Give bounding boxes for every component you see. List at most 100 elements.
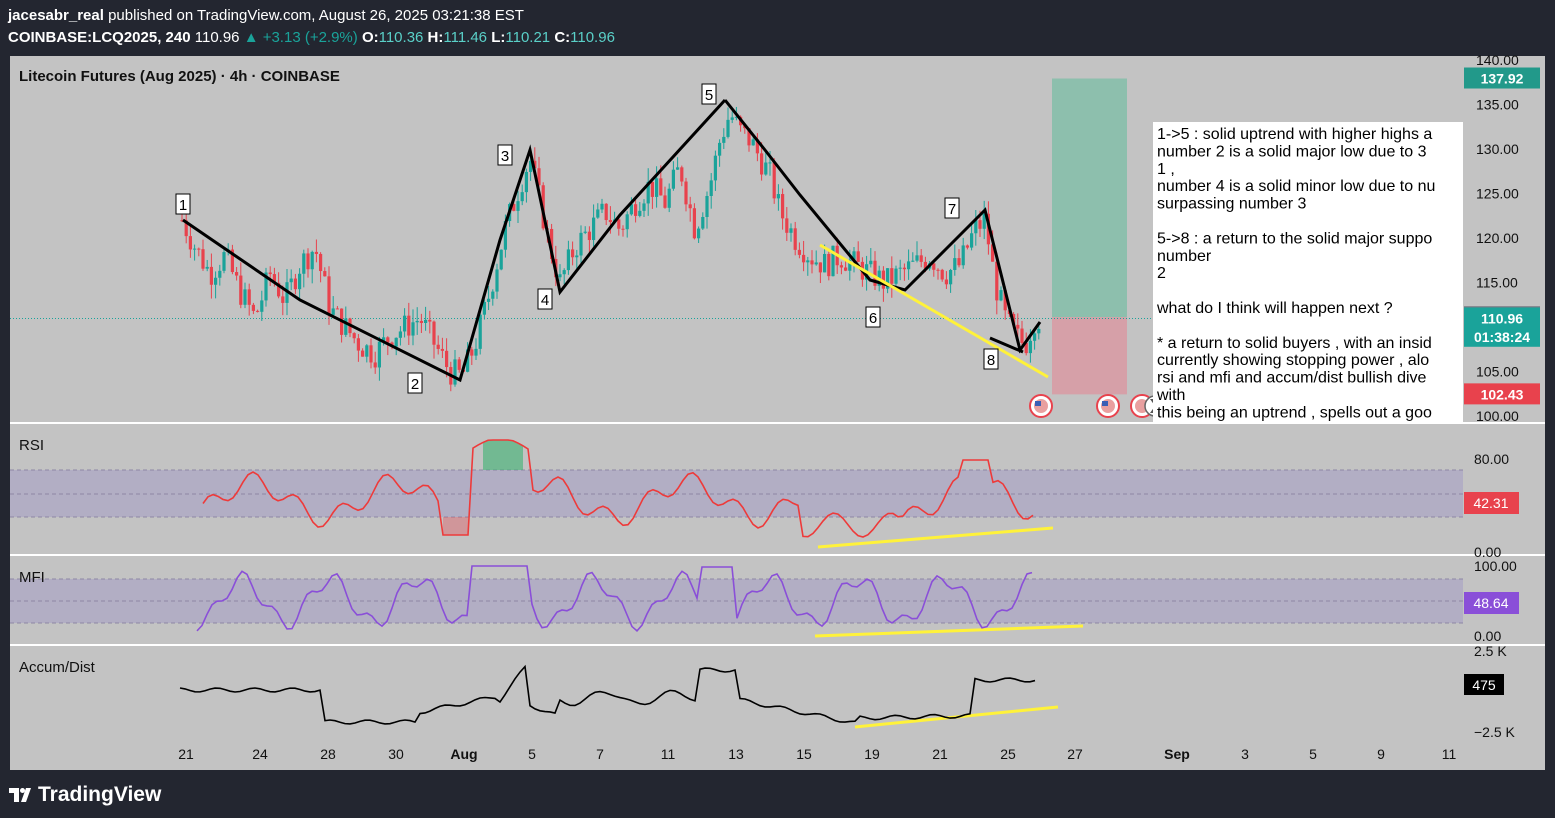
candle-body[interactable] — [961, 245, 965, 266]
candle-body[interactable] — [823, 253, 827, 273]
rsi-line[interactable] — [202, 439, 1034, 538]
candle-body[interactable] — [890, 268, 894, 284]
candle-body[interactable] — [789, 228, 793, 233]
candle-body[interactable] — [533, 160, 537, 169]
candle-body[interactable] — [314, 251, 318, 254]
candle-body[interactable] — [440, 348, 444, 351]
note-box[interactable] — [1153, 122, 1463, 422]
candle-body[interactable] — [205, 266, 209, 269]
candle-body[interactable] — [302, 253, 306, 274]
candle-body[interactable] — [953, 258, 957, 270]
candle-body[interactable] — [902, 267, 906, 270]
candle-body[interactable] — [734, 116, 738, 118]
candle-body[interactable] — [503, 221, 507, 250]
candle-body[interactable] — [180, 220, 184, 222]
candle-body[interactable] — [793, 228, 797, 250]
candle-body[interactable] — [193, 248, 197, 250]
candle-body[interactable] — [361, 350, 365, 357]
candle-body[interactable] — [965, 245, 969, 248]
candle-body[interactable] — [814, 262, 818, 265]
candle-body[interactable] — [936, 269, 940, 271]
candle-body[interactable] — [197, 248, 201, 250]
candle-body[interactable] — [671, 169, 675, 189]
candle-body[interactable] — [356, 338, 360, 351]
candle-body[interactable] — [272, 274, 276, 283]
candle-body[interactable] — [949, 269, 953, 285]
candle-body[interactable] — [571, 249, 575, 258]
candle-body[interactable] — [562, 270, 566, 275]
price-axis-bg[interactable] — [1463, 56, 1545, 422]
candle-body[interactable] — [919, 255, 923, 262]
candle-body[interactable] — [298, 273, 302, 290]
candle-body[interactable] — [1033, 333, 1037, 341]
wave-line-5-8[interactable] — [723, 99, 1042, 354]
candle-body[interactable] — [991, 244, 995, 262]
candle-body[interactable] — [684, 181, 688, 205]
candle-body[interactable] — [264, 272, 268, 301]
ad-panel-bg[interactable] — [10, 646, 1545, 734]
candle-body[interactable] — [718, 142, 722, 156]
candle-body[interactable] — [281, 296, 285, 303]
candle-body[interactable] — [676, 167, 680, 170]
candle-body[interactable] — [982, 213, 986, 229]
candle-body[interactable] — [239, 275, 243, 305]
candle-body[interactable] — [852, 251, 856, 260]
candle-body[interactable] — [772, 162, 776, 199]
symbol-name[interactable]: COINBASE:LCQ2025, 240 — [8, 29, 191, 46]
candle-body[interactable] — [617, 219, 621, 229]
candle-body[interactable] — [709, 180, 713, 196]
candle-body[interactable] — [940, 269, 944, 280]
candle-body[interactable] — [277, 282, 281, 297]
candle-body[interactable] — [839, 265, 843, 268]
long-position-target-zone[interactable] — [1052, 78, 1127, 318]
candle-body[interactable] — [394, 337, 398, 347]
candle-body[interactable] — [445, 350, 449, 368]
candle-body[interactable] — [776, 194, 780, 199]
candle-body[interactable] — [932, 263, 936, 270]
candle-body[interactable] — [608, 220, 612, 223]
candle-body[interactable] — [403, 315, 407, 332]
candle-body[interactable] — [844, 267, 848, 271]
tradingview-brand[interactable]: TradingView — [8, 783, 161, 807]
candle-body[interactable] — [214, 277, 218, 285]
candle-body[interactable] — [1016, 324, 1020, 329]
candle-body[interactable] — [407, 315, 411, 336]
candle-body[interactable] — [886, 268, 890, 289]
candle-body[interactable] — [755, 139, 759, 154]
candle-body[interactable] — [827, 253, 831, 277]
time-axis-bg[interactable] — [10, 734, 1545, 770]
candle-body[interactable] — [797, 249, 801, 255]
candle-body[interactable] — [373, 362, 377, 368]
candle-body[interactable] — [377, 341, 381, 368]
candle-body[interactable] — [386, 337, 390, 343]
long-position-stop-zone[interactable] — [1052, 317, 1127, 395]
candle-body[interactable] — [915, 255, 919, 261]
candle-body[interactable] — [453, 359, 457, 385]
candle-body[interactable] — [596, 209, 600, 218]
candle-body[interactable] — [222, 252, 226, 271]
candle-body[interactable] — [306, 253, 310, 270]
candle-body[interactable] — [781, 194, 785, 219]
candle-body[interactable] — [335, 308, 339, 310]
candle-body[interactable] — [323, 271, 327, 277]
candle-body[interactable] — [512, 204, 516, 211]
candle-body[interactable] — [621, 228, 625, 230]
candle-body[interactable] — [646, 181, 650, 204]
candle-body[interactable] — [751, 139, 755, 146]
candle-body[interactable] — [831, 245, 835, 277]
candle-body[interactable] — [848, 259, 852, 271]
candle-body[interactable] — [419, 320, 423, 323]
candle-body[interactable] — [218, 270, 222, 278]
candle-body[interactable] — [999, 290, 1003, 301]
candle-body[interactable] — [209, 266, 213, 285]
price-trendline[interactable] — [819, 243, 1049, 379]
wave-line-8-tail[interactable] — [989, 336, 1024, 354]
candle-body[interactable] — [650, 181, 654, 197]
candle-body[interactable] — [806, 260, 810, 263]
candle-body[interactable] — [566, 249, 570, 271]
candle-body[interactable] — [1003, 290, 1007, 311]
candle-body[interactable] — [235, 272, 239, 276]
us-flag-icon[interactable] — [1029, 394, 1053, 418]
candle-body[interactable] — [760, 153, 764, 175]
